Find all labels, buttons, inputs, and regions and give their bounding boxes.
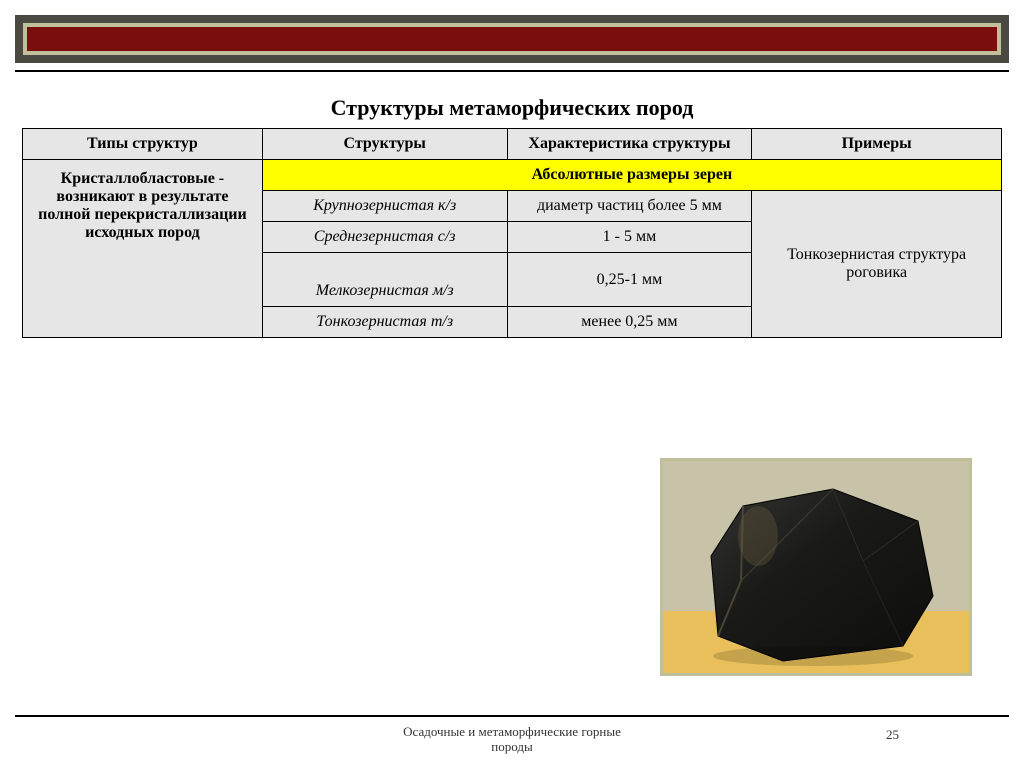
footer-line1: Осадочные и метаморфические горные (403, 724, 621, 739)
struct-cell: Крупнозернистая к/з (262, 191, 507, 222)
table-row: Кристаллобластовые - возникают в результ… (23, 160, 1002, 191)
struct-cell: Тонкозернистая т/з (262, 307, 507, 338)
footer-caption: Осадочные и метаморфические горные пород… (0, 724, 1024, 755)
char-cell: менее 0,25 мм (507, 307, 752, 338)
header-rule (15, 70, 1009, 72)
yellow-span-cell: Абсолютные размеры зерен (262, 160, 1001, 191)
page-number: 25 (886, 727, 899, 743)
footer-rule (15, 715, 1009, 717)
struct-cell: Мелкозернистая м/з (262, 253, 507, 307)
th-examples: Примеры (752, 129, 1002, 160)
rock-sample-image (660, 458, 972, 676)
th-characteristics: Характеристика структуры (507, 129, 752, 160)
slide-title: Структуры метаморфических пород (0, 95, 1024, 121)
char-cell: диаметр частиц более 5 мм (507, 191, 752, 222)
th-structures: Структуры (262, 129, 507, 160)
char-cell: 0,25-1 мм (507, 253, 752, 307)
type-cell: Кристаллобластовые - возникают в результ… (23, 160, 263, 338)
example-cell: Тонкозернистая структура роговика (752, 191, 1002, 338)
char-cell: 1 - 5 мм (507, 222, 752, 253)
footer-line2: породы (491, 739, 532, 754)
structures-table: Типы структур Структуры Характеристика с… (22, 128, 1002, 338)
band-inner (27, 27, 997, 51)
decorative-top-band (15, 15, 1009, 63)
th-types: Типы структур (23, 129, 263, 160)
table-header-row: Типы структур Структуры Характеристика с… (23, 129, 1002, 160)
struct-cell: Среднезернистая с/з (262, 222, 507, 253)
